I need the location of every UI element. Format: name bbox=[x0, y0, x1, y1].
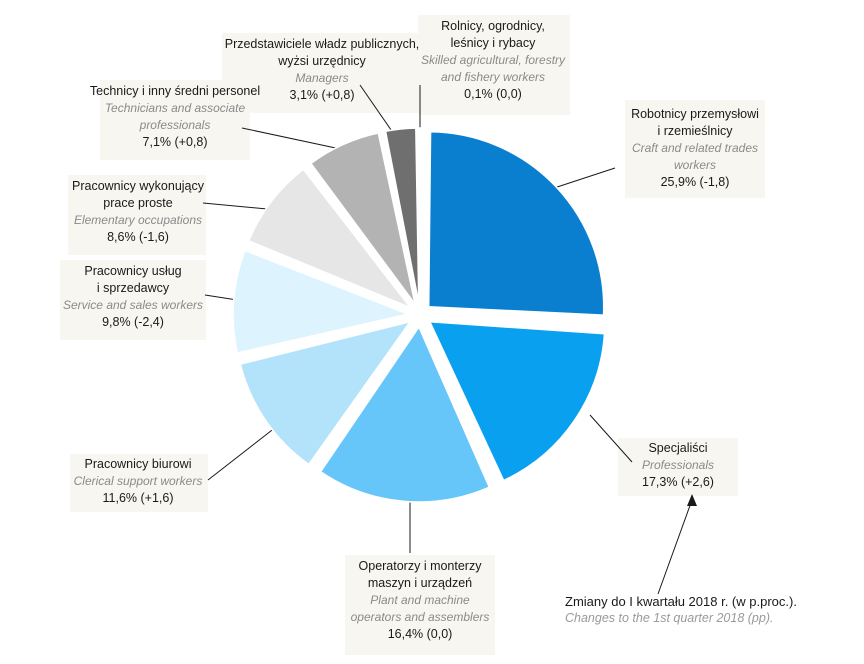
slice-name-pl: i rzemieślnicy bbox=[657, 124, 733, 138]
slice-name-en: Elementary occupations bbox=[74, 213, 202, 227]
slice-name-pl: Rolnicy, ogrodnicy, bbox=[441, 19, 545, 33]
slice-value-label: 3,1% (+0,8) bbox=[290, 88, 355, 102]
pie-slice-6 bbox=[247, 168, 413, 310]
slice-label-box-5 bbox=[60, 260, 206, 340]
slice-label-2: Specjaliści Professionals 17,3% (+2,6) bbox=[642, 441, 714, 489]
slice-name-pl: wyżsi urzędnicy bbox=[277, 54, 366, 68]
slice-name-pl: prace proste bbox=[103, 196, 173, 210]
slice-name-pl: Robotnicy przemysłowi bbox=[631, 107, 759, 121]
slice-name-en: operators and assemblers bbox=[351, 610, 490, 624]
slice-label-box-2 bbox=[618, 438, 738, 496]
slice-name-en: Professionals bbox=[642, 458, 714, 472]
slice-value-label: 11,6% (+1,6) bbox=[103, 491, 174, 505]
pie-slice-4 bbox=[239, 320, 412, 466]
note-text-pl: Zmiany do I kwartału 2018 r. (w p.proc.)… bbox=[565, 594, 797, 609]
slice-label-box-8 bbox=[222, 33, 422, 113]
leader-line-1 bbox=[547, 167, 616, 191]
slice-name-pl: Technicy i inny średni personel bbox=[90, 84, 260, 98]
slice-name-en: workers bbox=[674, 158, 716, 172]
pie-slice-1 bbox=[427, 131, 605, 316]
slice-name-en: Craft and related trades bbox=[632, 141, 758, 155]
slice-label-8: Przedstawiciele władz publicznych, wyżsi … bbox=[225, 37, 420, 102]
slice-label-3: Operatorzy i monterzy maszyn i urządzeń Pl… bbox=[351, 559, 490, 641]
leader-line-2 bbox=[589, 414, 633, 463]
slice-name-pl: Pracownicy usług bbox=[84, 264, 181, 278]
slice-value-label: 25,9% (-1,8) bbox=[661, 175, 730, 189]
slice-label-box-3 bbox=[345, 555, 495, 655]
slice-name-en: Technicians and associate bbox=[105, 101, 246, 115]
slice-name-pl: i sprzedawcy bbox=[97, 281, 170, 295]
slice-name-en: Managers bbox=[295, 71, 348, 85]
slice-label-box-6 bbox=[68, 175, 206, 255]
slice-label-1: Robotnicy przemysłowi i rzemieślnicy Craft… bbox=[631, 107, 759, 189]
slice-value-label: 9,8% (-2,4) bbox=[102, 315, 164, 329]
note-arrowhead bbox=[687, 494, 697, 506]
slice-name-pl: Operatorzy i monterzy bbox=[359, 559, 483, 573]
slice-label-box-4 bbox=[70, 454, 208, 512]
slice-value-label: 8,6% (-1,6) bbox=[107, 230, 169, 244]
leader-line-7 bbox=[241, 127, 346, 151]
slice-label-box-1 bbox=[625, 100, 765, 198]
slice-label-4: Pracownicy biurowi Clerical support worke… bbox=[74, 457, 203, 505]
slice-value-label: 17,3% (+2,6) bbox=[642, 475, 714, 489]
slice-name-en: Clerical support workers bbox=[74, 474, 203, 488]
slice-name-pl: Pracownicy biurowi bbox=[85, 457, 192, 471]
slice-label-box-9 bbox=[418, 15, 570, 115]
change-note: Zmiany do I kwartału 2018 r. (w p.proc.)… bbox=[565, 494, 797, 625]
pie-slice-9 bbox=[418, 127, 421, 304]
slice-name-pl: Przedstawiciele władz publicznych, bbox=[225, 37, 420, 51]
slice-name-pl: Specjaliści bbox=[648, 441, 707, 455]
slice-name-pl: leśnicy i rybacy bbox=[451, 36, 536, 50]
slice-name-en: Plant and machine bbox=[370, 593, 470, 607]
slice-label-5: Pracownicy usług i sprzedawcy Service and … bbox=[63, 264, 203, 329]
slice-name-en: Skilled agricultural, forestry bbox=[421, 53, 566, 67]
slice-name-pl: Pracownicy wykonujący bbox=[72, 179, 205, 193]
pie-slice-8 bbox=[384, 127, 420, 304]
slice-label-9: Rolnicy, ogrodnicy, leśnicy i rybacy Skill… bbox=[421, 19, 566, 101]
pie-slice-3 bbox=[319, 325, 491, 503]
pie-slice-5 bbox=[232, 249, 411, 354]
pie-slice-2 bbox=[428, 320, 606, 482]
slice-name-en: Service and sales workers bbox=[63, 298, 203, 312]
note-arrow-line bbox=[657, 499, 693, 595]
slice-value-label: 7,1% (+0,8) bbox=[143, 135, 208, 149]
pie-slice-7 bbox=[309, 132, 416, 305]
slice-name-en: professionals bbox=[139, 118, 211, 132]
slice-name-pl: maszyn i urządzeń bbox=[368, 576, 472, 590]
slice-label-7: Technicy i inny średni personel Technicia… bbox=[90, 84, 260, 149]
slice-value-label: 16,4% (0,0) bbox=[388, 627, 453, 641]
slice-label-6: Pracownicy wykonujący prace proste Element… bbox=[72, 179, 205, 244]
note-text-en: Changes to the 1st quarter 2018 (pp). bbox=[565, 611, 773, 625]
slice-value-label: 0,1% (0,0) bbox=[464, 87, 522, 101]
slice-name-en: and fishery workers bbox=[441, 70, 545, 84]
